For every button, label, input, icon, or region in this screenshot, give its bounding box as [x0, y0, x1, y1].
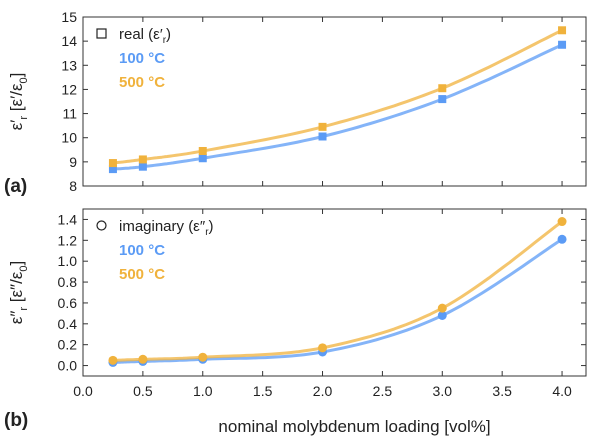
- legend-entry: 500 °C: [119, 74, 165, 91]
- plot-frame-1: [82, 208, 587, 377]
- y-tick-label: 0.6: [58, 295, 78, 311]
- data-point: [198, 154, 207, 163]
- y-axis-label: ε″r [ε″/ε0]: [7, 261, 30, 325]
- data-point: [438, 84, 447, 93]
- panel-label: (a): [4, 176, 27, 197]
- data-point: [318, 343, 328, 353]
- y-tick-label: 0.8: [58, 274, 78, 290]
- y-tick-label: 15: [61, 9, 77, 25]
- fit-line-500C: [112, 222, 560, 362]
- fit-line-100C: [112, 44, 560, 171]
- legend-circle-icon: [96, 220, 107, 231]
- data-point: [138, 155, 147, 164]
- y-tick-label: 10: [61, 130, 77, 146]
- legend-title: real (ε′r): [119, 26, 171, 46]
- data-point: [108, 159, 117, 168]
- data-point: [198, 146, 207, 155]
- y-tick-label: 1.4: [58, 211, 78, 227]
- fit-line-100C: [112, 240, 560, 364]
- data-point: [557, 217, 567, 227]
- y-tick-label: 13: [61, 57, 77, 73]
- y-tick-label: 11: [62, 106, 77, 122]
- panel-label: (b): [4, 410, 28, 431]
- data-point: [138, 162, 147, 171]
- x-axis-label: nominal molybdenum loading [vol%]: [218, 417, 490, 436]
- data-point: [318, 122, 327, 131]
- plot-frame-0: [82, 16, 587, 187]
- y-tick-label: 1.0: [58, 253, 78, 269]
- data-point: [108, 355, 118, 365]
- legend-entry: 100 °C: [119, 242, 165, 259]
- y-tick-label: 0.0: [58, 358, 78, 374]
- data-point: [437, 310, 447, 320]
- y-tick-label: 12: [61, 81, 77, 97]
- y-tick-label: 0.4: [58, 316, 78, 332]
- data-point: [138, 354, 148, 364]
- x-tick-label: 0.0: [73, 383, 93, 399]
- x-tick-label: 0.5: [133, 383, 153, 399]
- x-tick-label: 1.0: [193, 383, 213, 399]
- x-tick-label: 2.5: [373, 383, 393, 399]
- data-point: [558, 26, 567, 35]
- x-tick-label: 3.5: [492, 383, 512, 399]
- data-point: [318, 132, 327, 141]
- y-tick-label: 0.2: [58, 337, 78, 353]
- legend-entry: 500 °C: [119, 266, 165, 283]
- legend-entry: 100 °C: [119, 50, 165, 67]
- data-point: [437, 303, 447, 313]
- x-tick-label: 3.0: [433, 383, 453, 399]
- fit-line-500C: [112, 30, 560, 165]
- data-point: [108, 165, 117, 174]
- x-tick-label: 4.0: [552, 383, 572, 399]
- x-tick-label: 2.0: [313, 383, 333, 399]
- x-tick-label: 1.5: [253, 383, 273, 399]
- data-point: [438, 95, 447, 104]
- legend-square-icon: [96, 28, 107, 39]
- y-tick-label: 14: [61, 33, 77, 49]
- data-point: [557, 234, 567, 244]
- data-point: [558, 40, 567, 49]
- data-point: [198, 352, 208, 362]
- legend-title: imaginary (ε″r): [119, 218, 214, 238]
- y-tick-label: 9: [69, 154, 77, 170]
- y-tick-label: 1.2: [58, 232, 78, 248]
- y-axis-label: ε′r [ε′/ε0]: [7, 73, 30, 131]
- y-tick-label: 8: [69, 178, 77, 194]
